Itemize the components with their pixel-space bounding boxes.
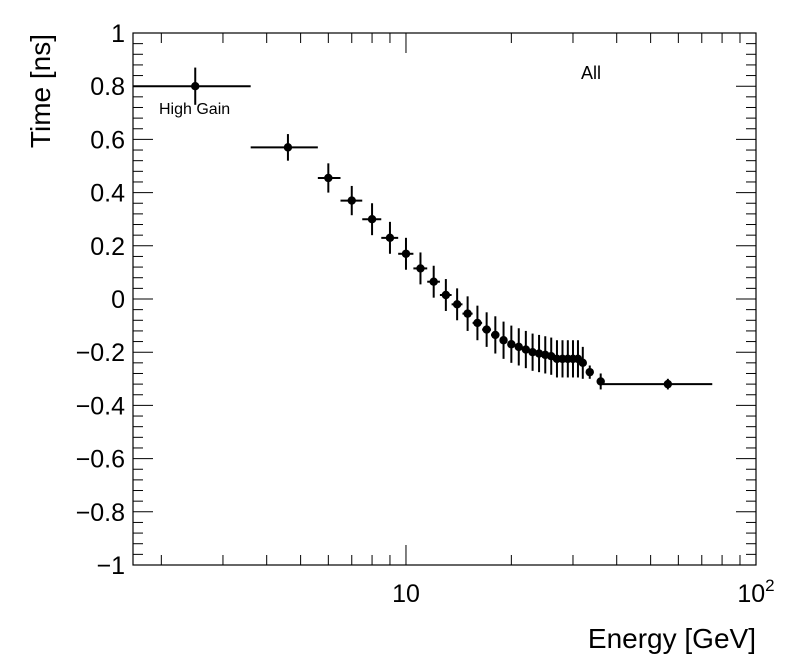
point-marker (367, 215, 377, 224)
data-point (585, 365, 594, 379)
data-point (521, 330, 531, 369)
y-tick-label: 0 (111, 286, 125, 314)
data-point (381, 221, 399, 254)
x-tick-labels-group: 10 102 (392, 576, 775, 608)
data-point (462, 296, 473, 331)
data-point (340, 185, 363, 216)
data-point (250, 134, 318, 161)
y-tick-label: −0.4 (76, 392, 125, 420)
point-marker (514, 342, 523, 352)
annotation-high-gain: High Gain (159, 101, 230, 118)
point-marker (491, 330, 500, 340)
y-tick-label: 0.6 (90, 126, 125, 154)
data-point (507, 325, 516, 363)
data-point (427, 265, 440, 298)
data-point (602, 378, 713, 390)
y-tick-label: −0.6 (76, 446, 125, 474)
point-marker (191, 82, 200, 91)
point-marker (585, 367, 594, 377)
point-marker (482, 325, 491, 334)
point-marker (347, 196, 356, 205)
point-marker (452, 300, 462, 309)
y-tick-label: 1 (111, 20, 125, 48)
point-marker (528, 348, 537, 357)
y-tick-label: 0.8 (90, 73, 125, 101)
point-marker (385, 233, 395, 243)
point-marker (441, 290, 451, 300)
data-point (482, 312, 492, 347)
data-point (451, 288, 463, 321)
y-tick-label: −0.2 (76, 339, 125, 367)
point-marker (663, 379, 673, 389)
point-marker (578, 358, 587, 368)
data-point (596, 373, 605, 390)
point-marker (283, 143, 293, 152)
annotation-all: All (581, 63, 601, 83)
data-point (573, 340, 583, 378)
y-tick-label: 0.2 (90, 233, 125, 261)
x-tick-label: 10 (392, 580, 420, 608)
data-point (133, 67, 251, 105)
data-points-group (133, 67, 713, 390)
y-ticks-group (133, 32, 756, 566)
y-tick-label: −0.8 (76, 499, 125, 527)
data-point (413, 252, 428, 285)
data-point (317, 163, 341, 193)
data-point (534, 334, 544, 373)
data-point (528, 333, 537, 371)
x-ticks-group (160, 33, 757, 565)
point-marker (401, 249, 411, 258)
point-marker (429, 277, 438, 286)
y-tick-labels-group: 1 0.8 0.6 0.4 0.2 0 −0.2 −0.4 −0.6 −0.8 −1 (76, 20, 125, 580)
data-point (578, 346, 587, 379)
x-tick-label: 102 (737, 576, 774, 608)
point-marker (324, 173, 333, 183)
point-marker (463, 309, 472, 318)
data-point (398, 237, 414, 270)
y-tick-label: −1 (96, 552, 125, 580)
data-point (499, 321, 508, 359)
data-point (514, 328, 523, 366)
point-marker (473, 318, 482, 328)
point-marker (521, 345, 531, 354)
data-point (472, 305, 483, 341)
data-point (439, 279, 452, 311)
data-point (491, 316, 500, 354)
y-tick-label: 0.4 (90, 180, 125, 208)
point-marker (499, 336, 508, 345)
x-axis-title: Energy [GeV] (588, 623, 756, 654)
data-point (362, 203, 382, 236)
point-marker (416, 264, 425, 273)
y-axis-title: Time [ns] (25, 34, 56, 148)
point-marker (507, 340, 516, 349)
